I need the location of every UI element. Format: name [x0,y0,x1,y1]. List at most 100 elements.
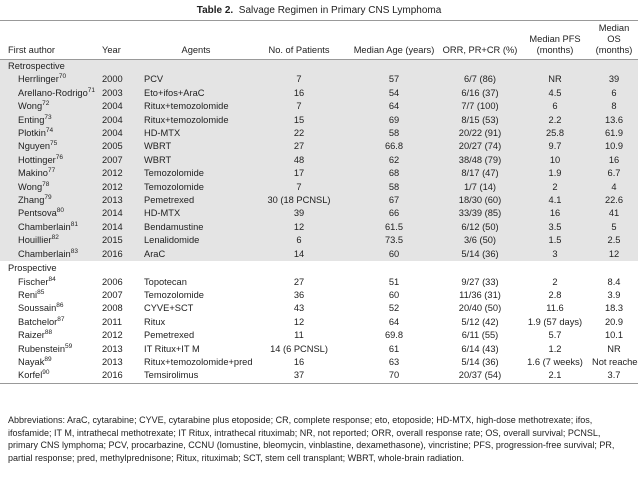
reference: 78 [42,180,50,188]
patients: 11 [294,330,304,341]
agents: Bendamustine [142,220,250,235]
reference: 86 [56,302,64,310]
author-name: Korfel [18,370,43,381]
reference: 87 [57,315,65,323]
orr: 8/15 (53) [440,113,520,128]
median-os: 8 [590,100,638,114]
section-row: Retrospective [0,59,638,74]
median-pfs: 1.9 [520,167,590,181]
patients: 16 [293,356,305,367]
table-row: Pentsova80 2014 HD-MTX 39 66 33/39 (85) 16 41 [0,207,638,221]
table-row: Wong78 2012 Temozolomide 7 58 1/7 (14) 2 4 [0,180,638,195]
author-name: Soussain [18,303,57,314]
agents: AraC [142,247,250,262]
year: 2012 [100,167,142,181]
median-pfs: 2.2 [520,113,590,128]
table-row: Nayak89 2013 Ritux+temozolomide+pred 16 63 5/… [0,356,638,369]
table-row: Korfel90 2016 Temsirolimus 37 70 20/37 (54) 2.… [0,369,638,384]
author-cell: Chamberlain83 [0,247,100,262]
median-os: NR [607,343,621,354]
year: 2014 [100,207,142,221]
median-age: 69 [348,113,440,128]
author-cell: Reni85 [0,289,100,302]
median-pfs: 1.2 [548,343,562,354]
median-pfs: 4.5 [520,86,590,101]
author-name: Batchelor [18,316,58,327]
author-name: Zhang [18,195,45,206]
median-os: 3.9 [607,289,621,300]
patients: 7 [250,73,348,87]
patients: 6 [250,234,348,248]
year: 2013 [100,194,142,208]
table-row: Plotkin74 2004 HD-MTX 22 58 20/22 (91) 25.8 61.… [0,127,638,141]
table-row: Herrlinger70 2000 PCV 7 57 6/7 (86) NR 39 [0,73,638,87]
reference: 72 [42,100,50,108]
table-row: Hottinger76 2007 WBRT 48 62 38/48 (79) 10 16 [0,153,638,168]
reference: 73 [44,113,52,121]
author-cell: Rubenstein59 [0,343,100,356]
patients: 48 [250,153,348,168]
agents: Temsirolimus [142,369,250,384]
orr: 6/12 (50) [440,220,520,235]
median-pfs: 2 [520,180,590,195]
orr: 6/7 (86) [440,73,520,87]
median-os: 6.7 [590,167,638,181]
median-pfs: 2.8 [548,289,562,300]
median-os: 4 [590,180,638,195]
orr: 9/27 (33) [461,276,499,287]
orr: 5/14 (36) [440,247,520,262]
reference: 74 [45,127,54,135]
orr: 5/14 (36) [461,356,499,367]
median-age: 60 [348,247,440,262]
year: 2013 [102,356,123,367]
orr: 5/12 (42) [461,316,499,327]
median-os: 22.6 [590,194,638,208]
patients: 14 (6 PCNSL) [270,343,328,354]
reference: 89 [44,355,52,363]
median-pfs: 16 [520,207,590,221]
author-name: Wong [18,181,43,192]
column-header: Median Age (years) [348,20,440,60]
footnote: Abbreviations: AraC, cytarabine; CYVE, c… [8,415,615,463]
median-age: 70 [348,369,440,384]
header-row: First author Year Agents No. of Patients Med… [0,20,638,60]
orr: 7/7 (100) [440,100,520,114]
median-age: 51 [388,276,400,287]
median-pfs: 3.5 [520,220,590,235]
patients: 7 [250,180,348,195]
table: First author Year Agents No. of Patients Med… [0,20,638,384]
author-name: Chamberlain [18,248,71,259]
reference: 76 [55,153,63,161]
reference: 59 [65,342,73,350]
author-cell: Chamberlain81 [0,220,100,235]
reference: 88 [44,329,53,337]
orr: 6/16 (37) [440,86,520,101]
agents: Lenalidomide [142,234,250,248]
median-age: 68 [348,167,440,181]
author-cell: Makino77 [0,167,100,181]
author-cell: Enting73 [0,113,100,128]
patients: 22 [250,127,348,141]
median-age: 67 [348,194,440,208]
patients: 27 [293,276,305,287]
author-name: Enting [18,114,45,125]
table-row: Makino77 2012 Temozolomide 17 68 8/17 (47) 1.9… [0,167,638,181]
median-os: 20.9 [604,316,624,327]
year: 2007 [102,289,123,300]
reference: 80 [56,207,64,215]
median-pfs: 11.6 [546,303,564,314]
reference: 81 [70,220,78,228]
patients: 15 [250,113,348,128]
author-name: Herrlinger [18,74,59,85]
agents: Eto+ifos+AraC [142,86,250,101]
median-os: 16 [590,153,638,168]
author-name: Houillier [18,235,52,246]
agents: Ritux+temozolomide [142,100,250,114]
patients: 30 (18 PCNSL) [250,194,348,208]
reference: 82 [51,234,59,242]
author-name: Arellano-Rodrigo [18,87,88,98]
reference: 71 [87,86,95,94]
orr: 20/37 (54) [440,369,520,384]
median-os: 13.6 [590,113,638,128]
median-os: 10.9 [590,140,638,154]
